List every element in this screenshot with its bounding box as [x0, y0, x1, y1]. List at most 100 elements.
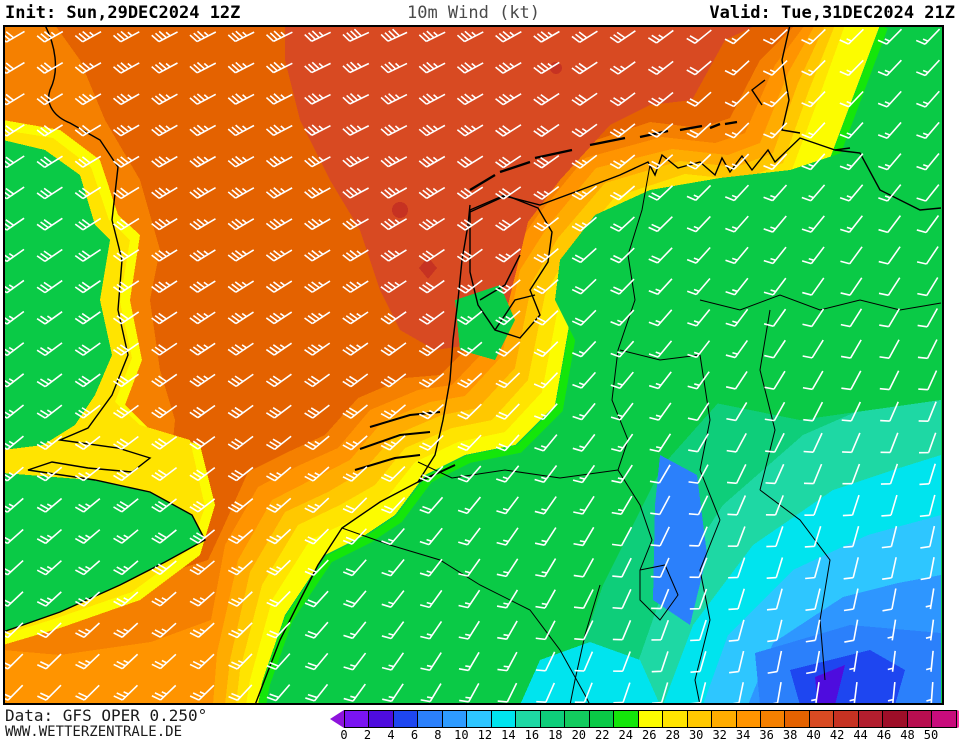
wind-barb [877, 59, 902, 77]
wind-barb [227, 373, 254, 388]
wind-barb [304, 93, 331, 105]
wind-barb [879, 308, 901, 328]
wind-barb [649, 402, 672, 421]
wind-barb [113, 62, 140, 74]
wind-barb [418, 186, 446, 200]
wind-barb [113, 373, 139, 388]
wind-barb [878, 215, 902, 234]
wind-barb [112, 93, 140, 106]
wind-barb [342, 342, 369, 356]
wind-barb [342, 28, 370, 42]
wind-barb [36, 124, 63, 137]
wind-barb [380, 187, 408, 199]
wind-barb [879, 370, 900, 391]
wind-barb [113, 591, 139, 607]
wind-barb [342, 280, 369, 293]
region-40-42kt-spot-c [550, 62, 562, 74]
wind-barb [764, 339, 786, 359]
wind-barb [3, 124, 25, 137]
colorbar-tick-label: 26 [642, 728, 657, 741]
wind-barb [113, 498, 139, 513]
coastlines [3, 25, 942, 705]
wind-barb [36, 279, 63, 294]
wind-barb [151, 467, 178, 482]
wind-barb [648, 309, 673, 327]
colorbar-segment [467, 710, 492, 728]
wind-barb [381, 621, 405, 640]
wind-barb [304, 280, 331, 293]
wind-barb [879, 339, 900, 359]
wind-barb [457, 310, 483, 326]
wind-barb [688, 433, 710, 453]
wind-barb [610, 402, 634, 421]
wind-barb [304, 218, 331, 231]
country-borders [341, 164, 942, 705]
wind-barb [381, 527, 405, 546]
wind-barb [37, 684, 62, 701]
colorbar-segment [393, 710, 419, 728]
wind-barb [458, 527, 481, 546]
wind-barb [801, 59, 826, 76]
wind-barb [887, 650, 896, 672]
wind-barb [612, 588, 632, 610]
wind-barb [380, 61, 408, 74]
wind-barb [36, 497, 63, 513]
wind-barb [803, 432, 823, 453]
wind-barb [418, 155, 446, 168]
wind-barb [648, 340, 673, 358]
wind-barb [380, 249, 407, 262]
map-title: 10m Wind (kt) [406, 3, 541, 23]
wind-barb [74, 155, 102, 168]
wind-barb [687, 402, 710, 422]
wind-barb [724, 153, 750, 170]
wind-barb [648, 91, 674, 107]
wind-barb [877, 90, 902, 108]
border-de-internal-4 [759, 489, 831, 681]
wind-barb [304, 466, 330, 482]
wind-barb [648, 154, 674, 170]
wind-barb [457, 341, 483, 357]
wind-barb [74, 217, 102, 231]
wind-barb [74, 93, 102, 106]
wind-barb [926, 681, 934, 704]
wind-barb [572, 464, 596, 484]
wind-barb [151, 591, 177, 607]
wind-barb [189, 30, 217, 43]
colorbar-tick-label: 12 [477, 728, 493, 741]
wind-barb [919, 463, 937, 486]
wind-barb [495, 186, 522, 200]
wind-barb [457, 372, 483, 389]
wind-barb [533, 216, 560, 232]
wind-barb [495, 310, 521, 326]
wind-barb [227, 30, 255, 43]
wind-barb [3, 310, 25, 325]
wind-barb [495, 93, 522, 106]
wind-barb [572, 433, 596, 452]
colorbar-segment [418, 710, 443, 728]
wind-barb [74, 124, 102, 137]
wind-barb [925, 588, 935, 610]
wind-barb [571, 278, 597, 295]
colorbar-segment [834, 710, 859, 728]
wind-barb [648, 216, 673, 233]
wind-barb [381, 590, 405, 608]
colorbar-right-arrow [956, 710, 959, 728]
init-time-label: Init: Sun,29DEC2024 12Z [5, 3, 241, 23]
coast-zeeland-delta [354, 411, 456, 483]
wind-barb [189, 280, 216, 293]
wind-barb [75, 653, 100, 670]
wind-barb [686, 122, 712, 139]
colorbar-tick-label: 38 [782, 728, 798, 741]
wind-barb [533, 279, 559, 295]
wind-barb [887, 619, 897, 641]
wind-barb [380, 435, 406, 451]
wind-barb [689, 526, 708, 547]
wind-barb [801, 246, 825, 265]
border-de-internal-2 [759, 309, 776, 491]
wind-barb [36, 61, 64, 74]
wind-barb [36, 248, 63, 263]
wind-barb [762, 59, 788, 76]
wind-barb [112, 155, 140, 168]
wind-barb [418, 61, 446, 74]
wind-barb [763, 122, 788, 139]
